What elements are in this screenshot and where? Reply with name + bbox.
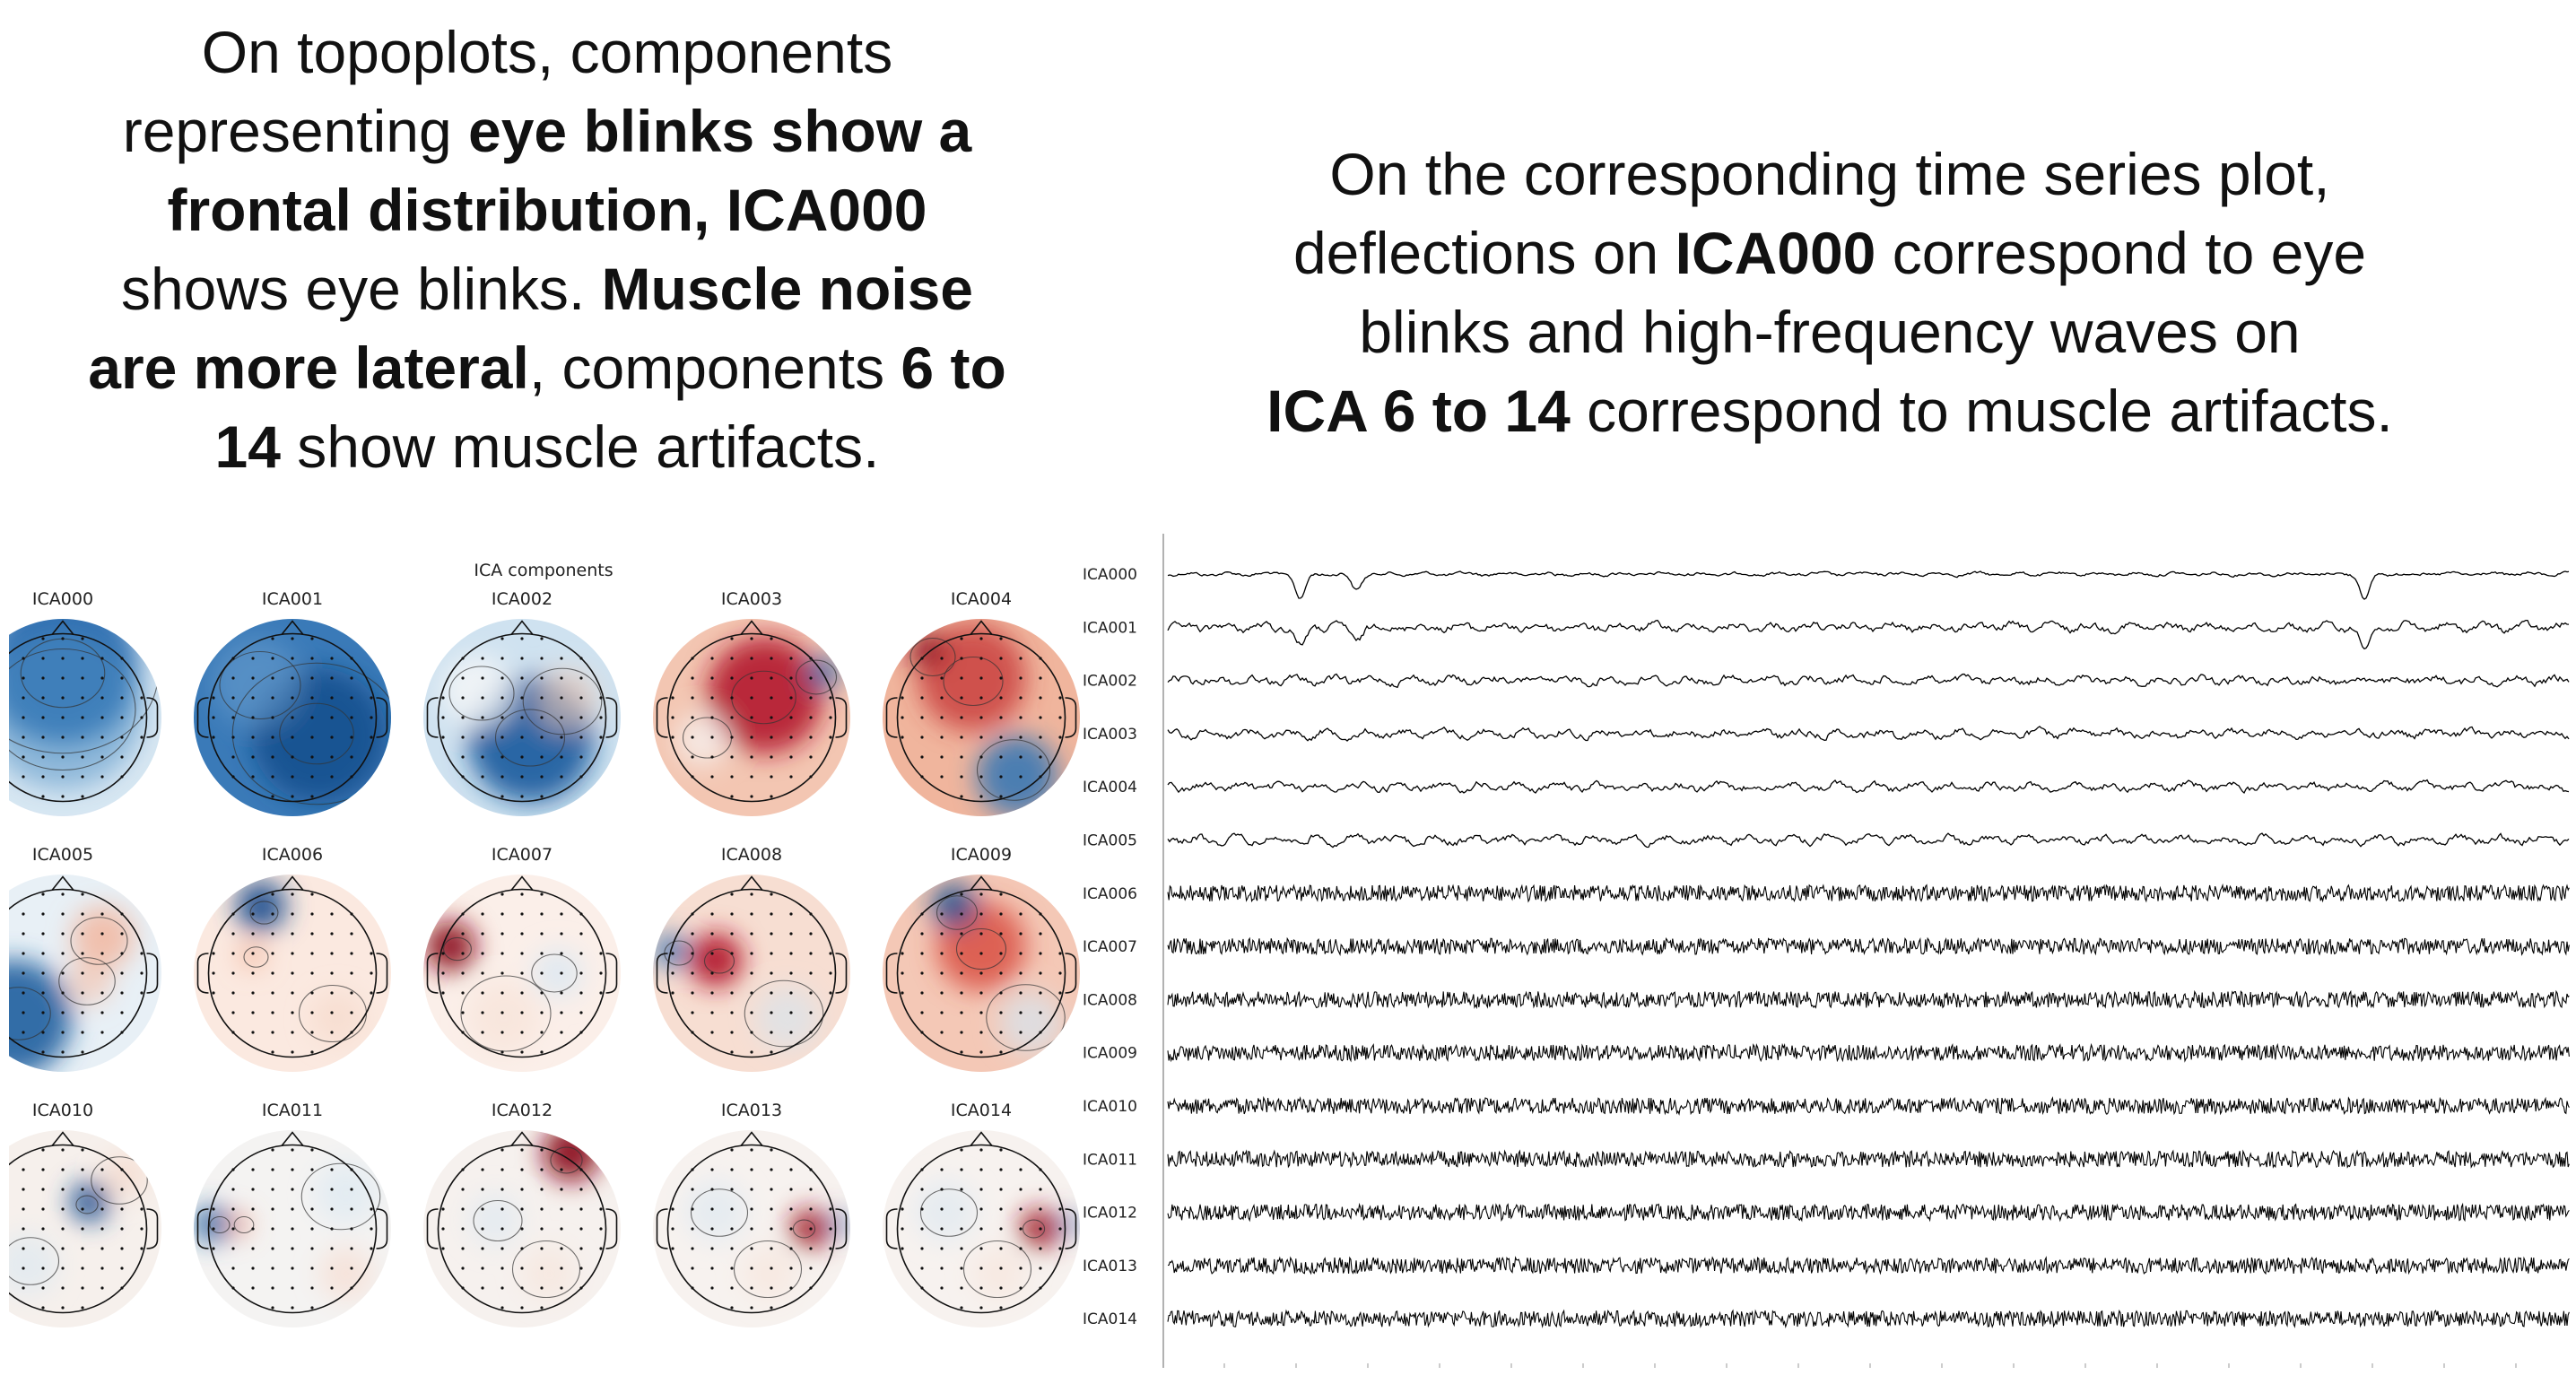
channel-label: ICA001 [1083, 619, 1137, 637]
topoplot-ica010: ICA010 [0, 1101, 161, 1327]
channel-label: ICA008 [1083, 991, 1137, 1009]
caption-emphasis: 14 [214, 413, 281, 480]
component-label: ICA000 [32, 589, 93, 609]
caption-text: representing [122, 98, 468, 164]
component-label: ICA006 [262, 845, 323, 865]
topoplot-figure: ICA components ICA000 ICA001 ICA002 ICA003 I… [0, 561, 1080, 1327]
trace-ica001: ICA001 [1083, 619, 2570, 650]
channel-label: ICA010 [1083, 1098, 1137, 1116]
topoplot-ica001: ICA001 [194, 589, 391, 816]
trace-ica007: ICA007 [1083, 936, 2570, 956]
timeseries-figure: ICA000 ICA001 ICA002 ICA003 ICA004 ICA005 ICA0… [1083, 534, 2570, 1368]
caption-emphasis: ICA000 [1675, 220, 1876, 286]
caption-text: deflections on [1292, 220, 1675, 286]
topoplot-ica011: ICA011 [194, 1101, 391, 1327]
caption-text: blinks and high-frequency waves on [1359, 299, 2301, 365]
component-label: ICA003 [721, 589, 782, 609]
channel-label: ICA012 [1083, 1205, 1137, 1223]
channel-label: ICA005 [1083, 832, 1137, 850]
trace-ica014: ICA014 [1083, 1309, 2570, 1328]
channel-label: ICA009 [1083, 1045, 1137, 1063]
component-label: ICA002 [492, 589, 553, 609]
topoplot-ica005: ICA005 [0, 845, 161, 1072]
caption-text: correspond to eye [1875, 220, 2367, 286]
component-label: ICA014 [951, 1101, 1012, 1120]
trace-ica002: ICA002 [1083, 673, 2570, 691]
trace-ica011: ICA011 [1083, 1149, 2570, 1169]
topoplot-ica012: ICA012 [423, 1101, 621, 1327]
topoplot-ica002: ICA002 [423, 589, 621, 816]
caption-text: shows eye blinks. [120, 256, 602, 322]
caption-right: On the corresponding time series plot, d… [1157, 135, 2502, 450]
topoplot-title: ICA components [474, 561, 613, 580]
channel-label: ICA013 [1083, 1258, 1137, 1275]
component-label: ICA013 [721, 1101, 782, 1120]
caption-text: show muscle artifacts. [280, 413, 880, 480]
component-label: ICA005 [32, 845, 93, 865]
caption-left: On topoplots, components representing ey… [18, 13, 1076, 486]
caption-emphasis: eye blinks show a [468, 98, 972, 164]
channel-label: ICA002 [1083, 673, 1137, 691]
component-label: ICA012 [492, 1101, 553, 1120]
component-label: ICA007 [492, 845, 553, 865]
component-label: ICA010 [32, 1101, 93, 1120]
caption-text: correspond to muscle artifacts. [1570, 378, 2393, 444]
topoplot-ica003: ICA003 [653, 589, 850, 816]
component-label: ICA009 [951, 845, 1012, 865]
topoplot-ica000: ICA000 [0, 589, 161, 816]
caption-text: , components [528, 335, 901, 401]
topoplot-ica013: ICA013 [653, 1101, 850, 1327]
trace-ica009: ICA009 [1083, 1042, 2570, 1063]
component-label: ICA004 [951, 589, 1012, 609]
topoplot-ica006: ICA006 [194, 845, 391, 1072]
caption-text: On topoplots, components [201, 19, 893, 85]
topoplot-panel: ICA components ICA000 ICA001 ICA002 ICA003 I… [0, 552, 1085, 1350]
caption-emphasis: ICA 6 to 14 [1266, 378, 1571, 444]
channel-label: ICA011 [1083, 1151, 1137, 1169]
topoplot-ica008: ICA008 [653, 845, 850, 1072]
component-label: ICA008 [721, 845, 782, 865]
topoplot-ica007: ICA007 [423, 845, 621, 1072]
caption-emphasis: 6 to [901, 335, 1006, 401]
topoplot-ica014: ICA014 [883, 1101, 1080, 1327]
trace-ica005: ICA005 [1083, 832, 2570, 850]
channel-label: ICA007 [1083, 938, 1137, 956]
caption-emphasis: Muscle noise [601, 256, 974, 322]
component-label: ICA011 [262, 1101, 323, 1120]
channel-label: ICA000 [1083, 566, 1137, 584]
channel-label: ICA004 [1083, 779, 1137, 796]
trace-ica004: ICA004 [1083, 779, 2570, 796]
trace-ica003: ICA003 [1083, 726, 2570, 744]
component-label: ICA001 [262, 589, 323, 609]
trace-ica012: ICA012 [1083, 1202, 2570, 1223]
caption-text: On the corresponding time series plot, [1329, 141, 2330, 207]
topoplot-ica004: ICA004 [883, 589, 1080, 816]
trace-ica013: ICA013 [1083, 1256, 2570, 1275]
timeseries-panel: ICA000 ICA001 ICA002 ICA003 ICA004 ICA005 ICA0… [1081, 534, 2572, 1368]
topoplot-ica009: ICA009 [883, 845, 1080, 1072]
caption-emphasis: frontal distribution, ICA000 [167, 177, 927, 243]
trace-ica008: ICA008 [1083, 989, 2570, 1009]
channel-label: ICA014 [1083, 1310, 1137, 1328]
trace-ica000: ICA000 [1083, 566, 2570, 600]
trace-ica010: ICA010 [1083, 1095, 2570, 1116]
caption-emphasis: are more lateral [88, 335, 529, 401]
trace-ica006: ICA006 [1083, 883, 2570, 903]
channel-label: ICA006 [1083, 885, 1137, 903]
channel-label: ICA003 [1083, 726, 1137, 744]
